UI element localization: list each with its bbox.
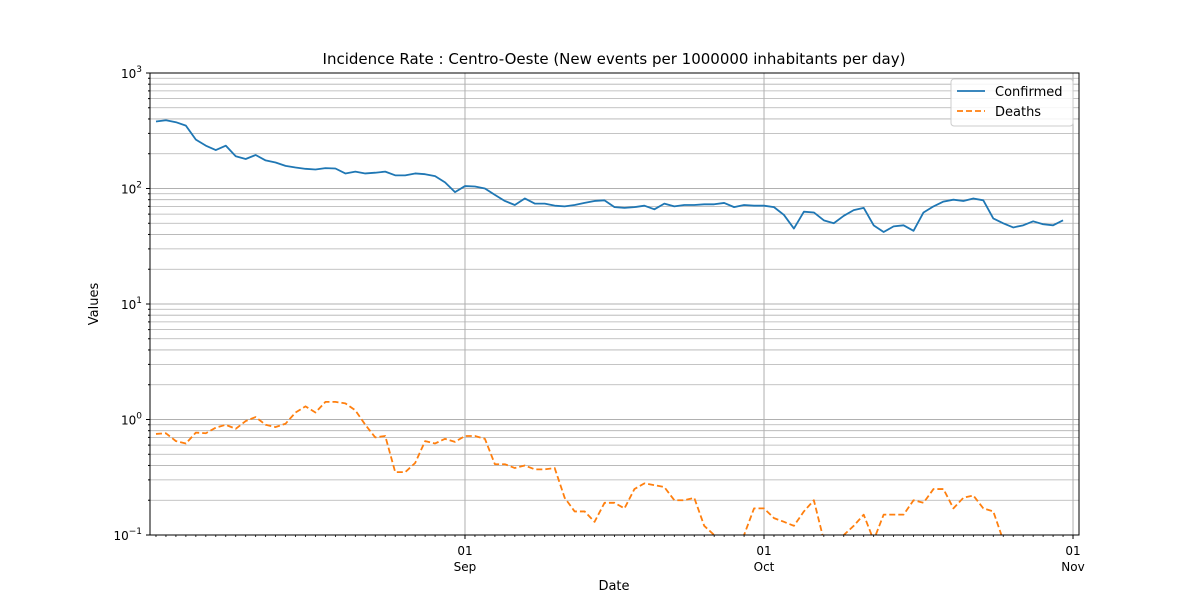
x-tick-label-month: Sep <box>454 560 477 574</box>
plot-area <box>155 119 1064 535</box>
chart-title: Incidence Rate : Centro-Oeste (New event… <box>323 50 906 68</box>
axis-ticks: 10−1 100 101 102 103 01 Sep 01 Oct 01 Nov <box>113 65 1084 574</box>
x-tick-label-month: Nov <box>1061 560 1084 574</box>
x-tick-label-day: 01 <box>1065 544 1080 558</box>
y-axis-label: Values <box>87 283 102 326</box>
x-tick-label-day: 01 <box>457 544 472 558</box>
legend: Confirmed Deaths <box>950 78 1074 127</box>
y-tick-label: 10−1 <box>113 527 142 543</box>
x-tick-label-month: Oct <box>754 560 775 574</box>
x-axis-label: Date <box>598 579 629 594</box>
y-tick-label: 103 <box>121 65 142 81</box>
x-tick-label-day: 01 <box>756 544 771 558</box>
legend-label-confirmed: Confirmed <box>995 85 1063 100</box>
y-tick-label: 102 <box>121 181 142 197</box>
grid <box>150 72 1079 536</box>
y-tick-label: 100 <box>121 412 142 428</box>
series-confirmed-line <box>155 119 1064 233</box>
y-tick-label: 101 <box>121 296 142 312</box>
legend-label-deaths: Deaths <box>995 105 1041 120</box>
series-deaths-line <box>155 401 1003 535</box>
